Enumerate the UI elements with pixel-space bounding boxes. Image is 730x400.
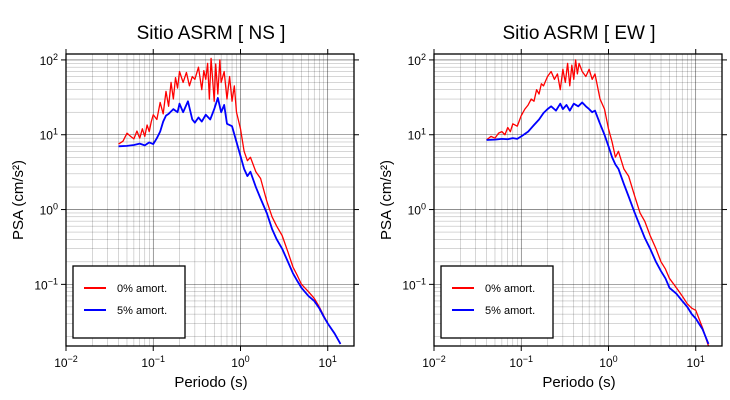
legend: 0% amort. 5% amort. (72, 265, 186, 339)
x-tick-label: 100 (599, 354, 617, 370)
plot-frame (65, 53, 355, 347)
x-tick-label: 101 (319, 354, 337, 370)
axis-ticks: 10−2 10−1 100 101 10−1 100 101 102 (402, 49, 727, 370)
series-lines (118, 57, 342, 345)
series-line-1 (118, 97, 342, 345)
x-tick-label: 10−1 (509, 354, 533, 370)
legend-label-0: 0% amort. (485, 283, 535, 295)
axis-ticks: 10−2 10−1 100 101 10−1 100 101 102 (34, 49, 359, 370)
grid (65, 54, 355, 346)
x-tick-label: 10−2 (422, 354, 446, 370)
x-tick-label: 10−1 (141, 354, 165, 370)
legend-label-1: 5% amort. (485, 305, 535, 317)
y-tick-label: 102 (408, 52, 426, 68)
x-axis-label: Periodo (s) (542, 374, 615, 391)
chart-panel-ns: Sitio ASRM [ NS ] Periodo (s) PSA (cm/s²… (10, 23, 359, 391)
series-line-0 (118, 57, 342, 345)
series-lines (486, 59, 710, 347)
legend: 0% amort. 5% amort. (440, 265, 554, 339)
x-axis-label: Periodo (s) (174, 374, 247, 391)
legend-box (72, 265, 186, 339)
y-tick-label: 100 (408, 202, 426, 218)
y-axis-label: PSA (cm/s²) (378, 160, 395, 240)
y-tick-label: 100 (40, 202, 58, 218)
x-tick-label: 10−2 (54, 354, 78, 370)
y-tick-label: 10−1 (402, 276, 426, 292)
series-line-1 (486, 101, 710, 345)
y-tick-label: 102 (40, 52, 58, 68)
y-tick-label: 101 (40, 127, 58, 143)
legend-label-0: 0% amort. (117, 283, 167, 295)
x-tick-label: 100 (231, 354, 249, 370)
legend-box (440, 265, 554, 339)
series-line-0 (486, 59, 710, 347)
plot-frame (433, 53, 723, 347)
x-tick-label: 101 (687, 354, 705, 370)
y-tick-label: 101 (408, 127, 426, 143)
y-tick-label: 10−1 (34, 276, 58, 292)
y-axis-label: PSA (cm/s²) (10, 160, 27, 240)
chart-title: Sitio ASRM [ EW ] (502, 23, 655, 44)
legend-label-1: 5% amort. (117, 305, 167, 317)
chart-panel-ew: Sitio ASRM [ EW ] Periodo (s) PSA (cm/s²… (378, 23, 727, 391)
chart-title: Sitio ASRM [ NS ] (137, 23, 286, 44)
